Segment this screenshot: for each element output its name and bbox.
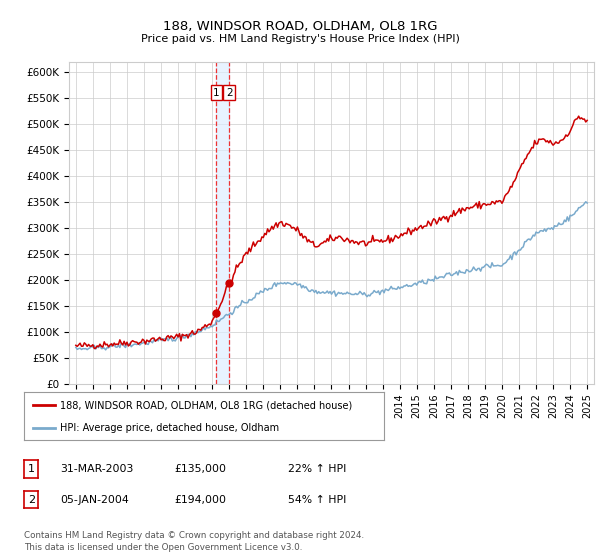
Text: 05-JAN-2004: 05-JAN-2004 [60,494,129,505]
Text: 22% ↑ HPI: 22% ↑ HPI [288,464,346,474]
Text: £194,000: £194,000 [174,494,226,505]
Bar [217,62,229,384]
Text: £135,000: £135,000 [174,464,226,474]
Text: This data is licensed under the Open Government Licence v3.0.: This data is licensed under the Open Gov… [24,543,302,552]
Text: 188, WINDSOR ROAD, OLDHAM, OL8 1RG: 188, WINDSOR ROAD, OLDHAM, OL8 1RG [163,20,437,32]
Text: 2: 2 [226,88,233,98]
Text: 2: 2 [28,494,35,505]
Text: Price paid vs. HM Land Registry's House Price Index (HPI): Price paid vs. HM Land Registry's House … [140,34,460,44]
Text: 1: 1 [213,88,220,98]
Text: 31-MAR-2003: 31-MAR-2003 [60,464,133,474]
Text: Contains HM Land Registry data © Crown copyright and database right 2024.: Contains HM Land Registry data © Crown c… [24,531,364,540]
Text: 188, WINDSOR ROAD, OLDHAM, OL8 1RG (detached house): 188, WINDSOR ROAD, OLDHAM, OL8 1RG (deta… [60,400,352,410]
Text: 1: 1 [28,464,35,474]
Text: HPI: Average price, detached house, Oldham: HPI: Average price, detached house, Oldh… [60,423,279,433]
Text: 54% ↑ HPI: 54% ↑ HPI [288,494,346,505]
